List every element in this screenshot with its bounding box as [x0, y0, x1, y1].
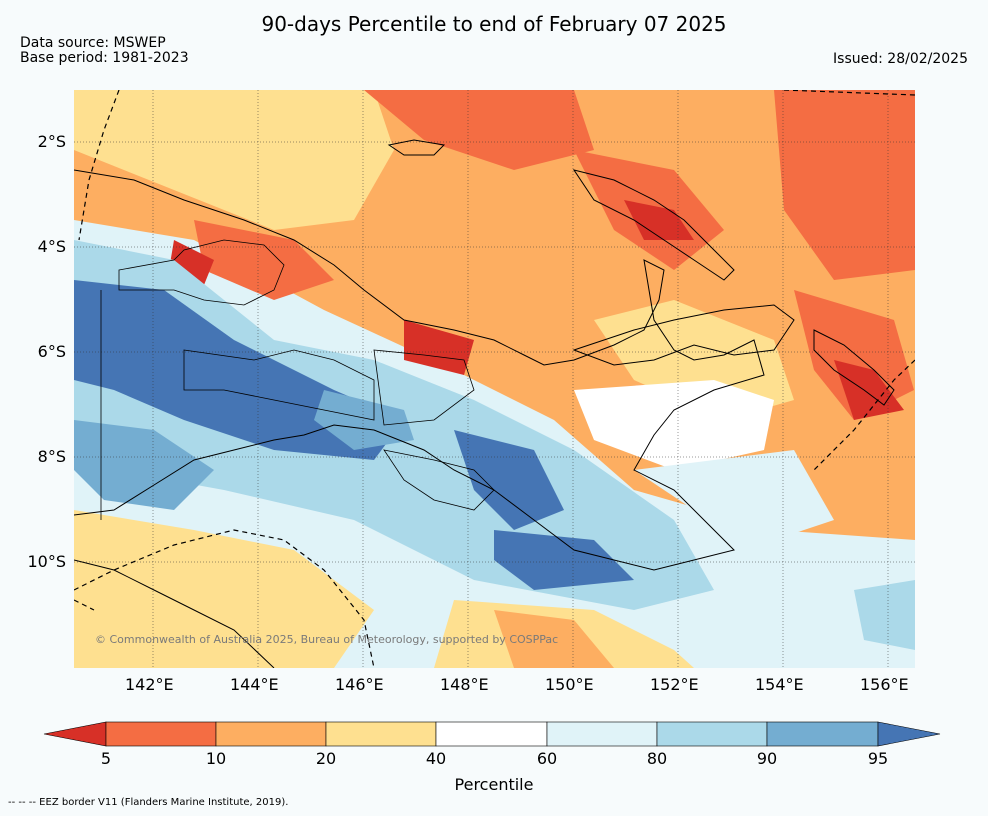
colorbar-low-extension — [43, 721, 107, 747]
colorbar-label-90: 90 — [756, 749, 778, 768]
lon-label-142e: 142°E — [125, 675, 174, 694]
colorbar-bin-40-60 — [435, 721, 548, 747]
colorbar-high-extension — [877, 721, 941, 747]
colorbar-bin-20-40 — [325, 721, 437, 747]
new-britain-coastline — [572, 304, 795, 366]
map-credit: © Commonwealth of Australia 2025, Bureau… — [95, 633, 559, 646]
new-ireland-coastline — [572, 169, 735, 281]
map-title: 90-days Percentile to end of February 07… — [261, 12, 727, 36]
coastlines — [74, 139, 895, 668]
lon-label-146e: 146°E — [335, 675, 384, 694]
bougainville-coastline — [813, 329, 895, 406]
colorbar-bin-80-90 — [656, 721, 768, 747]
provincial-borders — [100, 239, 495, 520]
lon-label-148e: 148°E — [440, 675, 489, 694]
percentile-fields — [74, 90, 915, 668]
lon-label-144e: 144°E — [230, 675, 279, 694]
manus-island-coastline — [387, 139, 446, 156]
colorbar-bin-10-20 — [215, 721, 327, 747]
issued-date: Issued: 28/02/2025 — [833, 51, 968, 67]
data-source-info: Data source: MSWEP Base period: 1981-202… — [20, 36, 189, 66]
colorbar-title: Percentile — [454, 775, 534, 794]
lat-label-4s: 4°S — [37, 237, 66, 256]
eez-borders — [74, 90, 915, 668]
colorbar-label-5: 5 — [100, 749, 112, 768]
colorbar-label-80: 80 — [646, 749, 668, 768]
lat-label-8s: 8°S — [37, 447, 66, 466]
new-guinea-coastline — [74, 169, 765, 571]
colorbar-label-40: 40 — [425, 749, 447, 768]
map-canvas — [74, 90, 915, 668]
colorbar-bin-90-95 — [766, 721, 879, 747]
percentile-map: © Commonwealth of Australia 2025, Bureau… — [74, 90, 915, 668]
colorbar-bin-5-10 — [105, 721, 217, 747]
lat-label-2s: 2°S — [37, 132, 66, 151]
lon-label-156e: 156°E — [860, 675, 909, 694]
colorbar-label-60: 60 — [536, 749, 558, 768]
base-period-label: Base period: 1981-2023 — [20, 50, 189, 66]
graticule — [74, 90, 915, 668]
data-source-label: Data source: MSWEP — [20, 35, 166, 51]
lat-label-6s: 6°S — [37, 342, 66, 361]
colorbar-bin-60-80 — [546, 721, 658, 747]
colorbar-label-95: 95 — [867, 749, 889, 768]
lat-label-10s: 10°S — [27, 552, 66, 571]
colorbar-label-20: 20 — [315, 749, 337, 768]
lon-label-150e: 150°E — [545, 675, 594, 694]
lon-label-154e: 154°E — [755, 675, 804, 694]
lon-label-152e: 152°E — [650, 675, 699, 694]
colorbar-label-10: 10 — [205, 749, 227, 768]
australia-coastline — [74, 559, 275, 668]
eez-footnote: -- -- -- EEZ border V11 (Flanders Marine… — [8, 797, 289, 808]
